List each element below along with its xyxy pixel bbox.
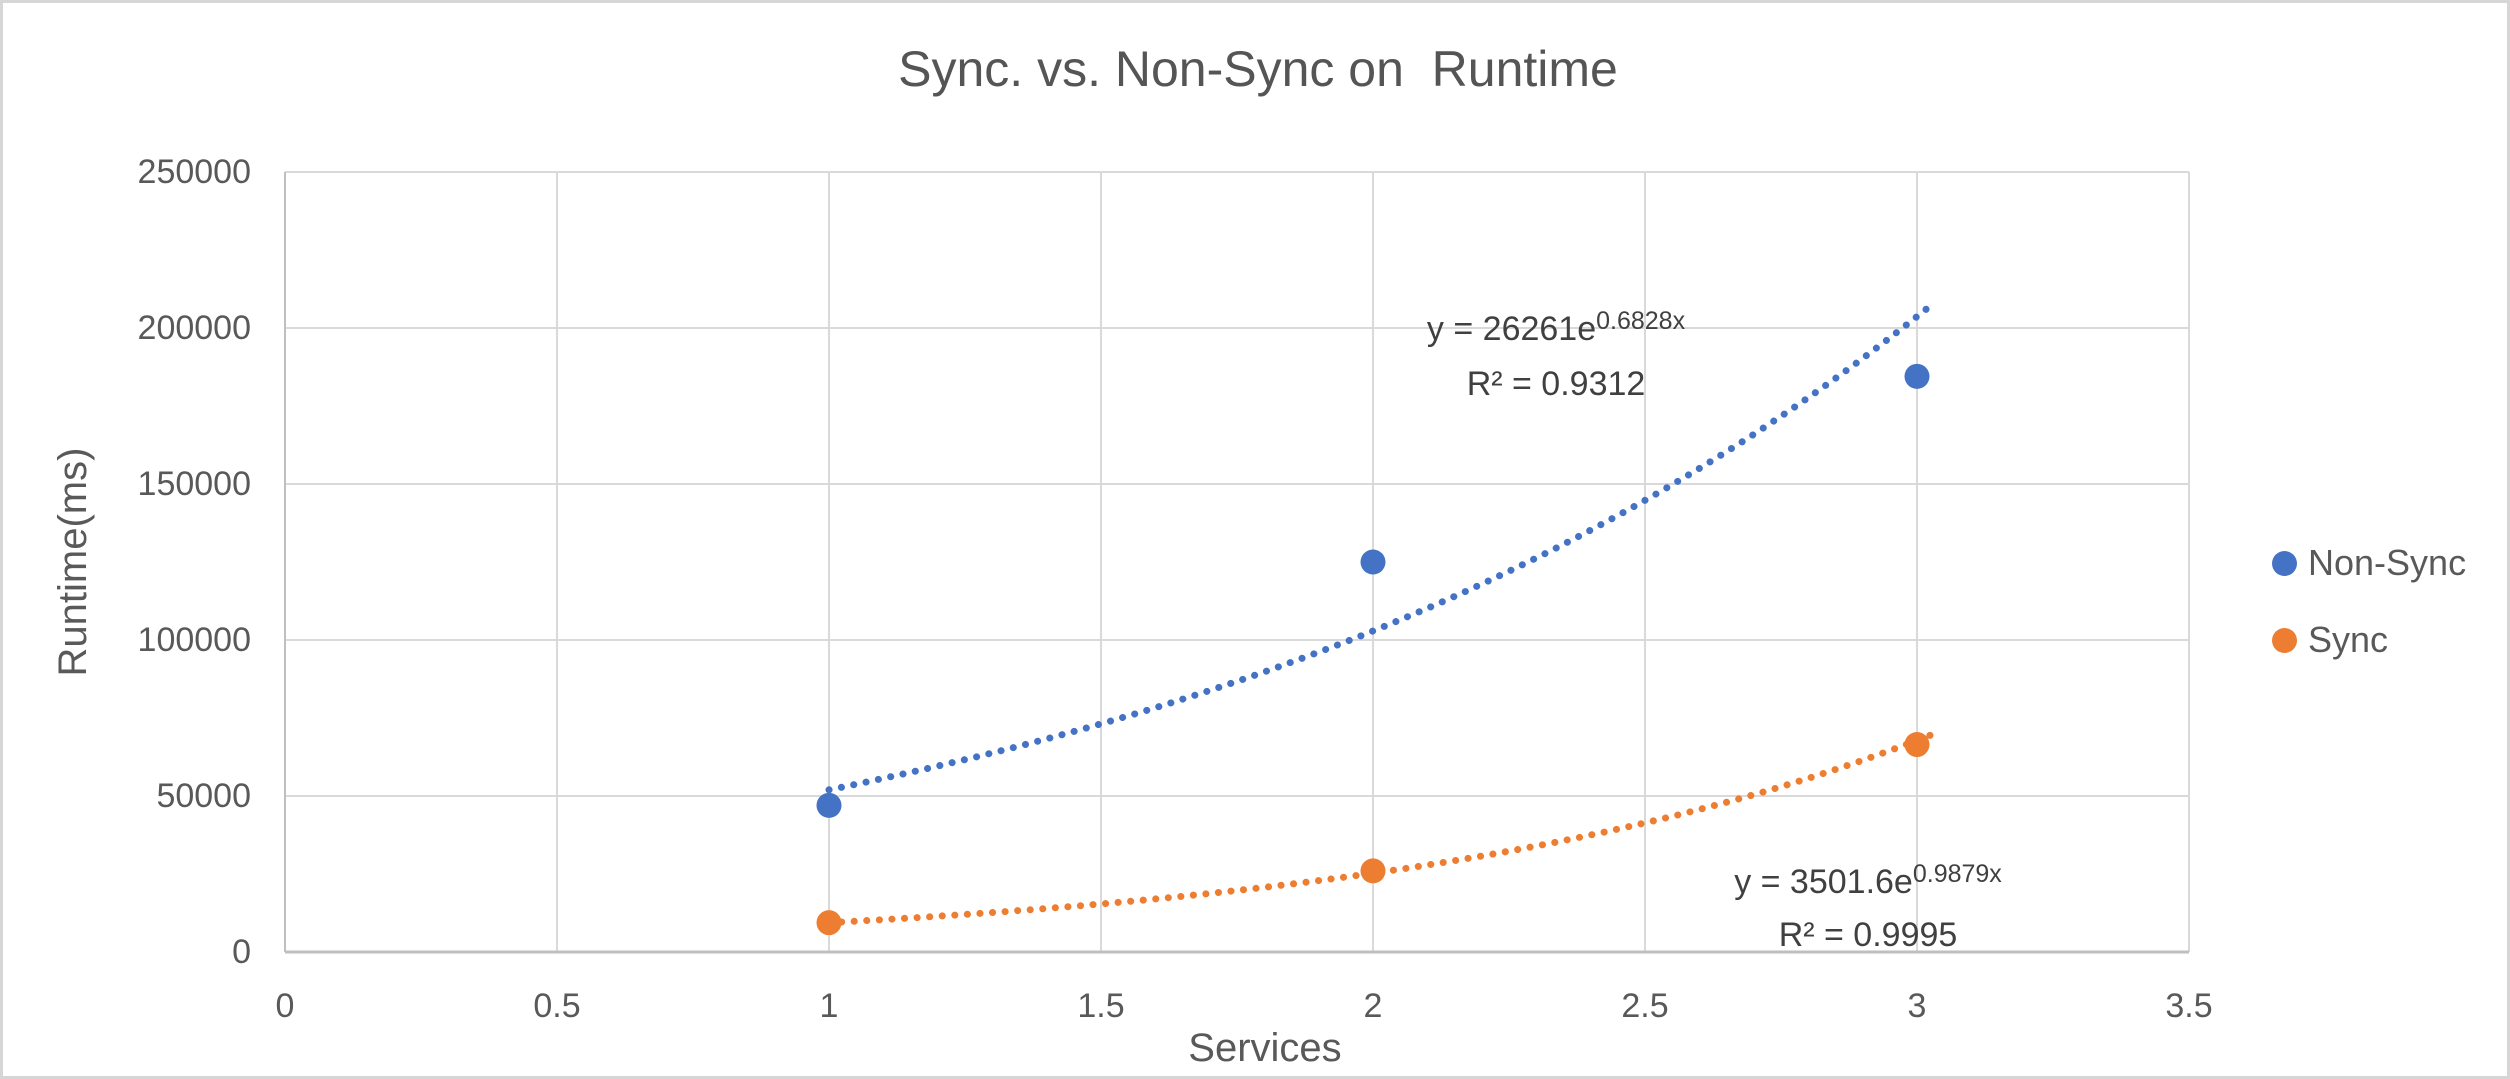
x-axis-tick-label: 0.5 bbox=[533, 987, 581, 1025]
trendline-equation-nonsync: y = 26261e0.6828x R² = 0.9312 bbox=[1346, 303, 1766, 410]
trendline-equation-sync: y = 3501.6e0.9879x R² = 0.9995 bbox=[1658, 857, 2078, 960]
data-point-sync bbox=[1360, 858, 1386, 884]
x-axis-tick-label: 3 bbox=[1907, 987, 1927, 1025]
equation-exponent: 0.9879x bbox=[1912, 859, 2002, 888]
y-axis-title: Runtime(ms) bbox=[51, 447, 95, 677]
legend-item-nonsync: Non-Sync bbox=[2272, 543, 2466, 583]
y-axis-tick-label: 150000 bbox=[137, 465, 251, 503]
data-point-non-sync bbox=[816, 792, 842, 818]
legend-marker-sync-icon bbox=[2272, 627, 2297, 653]
y-axis-tick-label: 100000 bbox=[137, 621, 251, 659]
legend-label-nonsync: Non-Sync bbox=[2308, 542, 2467, 583]
equation-exponent: 0.6828x bbox=[1596, 306, 1686, 335]
legend-item-sync: Sync bbox=[2272, 620, 2388, 660]
y-axis-tick-label: 250000 bbox=[137, 153, 251, 191]
legend-marker-nonsync-icon bbox=[2272, 550, 2297, 576]
equation-base: y = 3501.6e bbox=[1734, 863, 1913, 901]
equation-base: y = 26261e bbox=[1426, 310, 1597, 348]
trendline-equation-nonsync-formula: y = 26261e0.6828x bbox=[1346, 303, 1766, 358]
trendline-r-squared-nonsync: R² = 0.9312 bbox=[1466, 365, 1646, 403]
x-axis-tick-label: 1 bbox=[819, 987, 839, 1025]
trendline-non-sync bbox=[825, 304, 1932, 794]
trendline-r-squared-sync: R² = 0.9995 bbox=[1778, 916, 1958, 954]
trendline-equation-sync-formula: y = 3501.6e0.9879x bbox=[1658, 857, 2078, 910]
chart-title: Sync. vs. Non-Sync on Runtime bbox=[898, 41, 1618, 97]
x-axis-tick-label: 1.5 bbox=[1077, 987, 1125, 1025]
x-axis-tick-label: 2.5 bbox=[1621, 987, 1669, 1025]
y-axis-tick-label: 50000 bbox=[156, 777, 251, 815]
data-point-sync bbox=[816, 910, 842, 936]
x-axis-tick-label: 3.5 bbox=[2165, 987, 2213, 1025]
data-point-sync bbox=[1904, 732, 1930, 758]
y-axis-tick-label: 0 bbox=[232, 933, 251, 971]
data-point-non-sync bbox=[1904, 363, 1930, 389]
x-axis-tick-label: 0 bbox=[275, 987, 295, 1025]
legend-label-sync: Sync bbox=[2308, 619, 2389, 660]
data-point-non-sync bbox=[1360, 549, 1386, 575]
x-axis-title: Services bbox=[1188, 1026, 1342, 1070]
y-axis-tick-label: 200000 bbox=[137, 309, 251, 347]
plot-svg bbox=[284, 171, 2190, 954]
x-axis-tick-label: 2 bbox=[1363, 987, 1383, 1025]
